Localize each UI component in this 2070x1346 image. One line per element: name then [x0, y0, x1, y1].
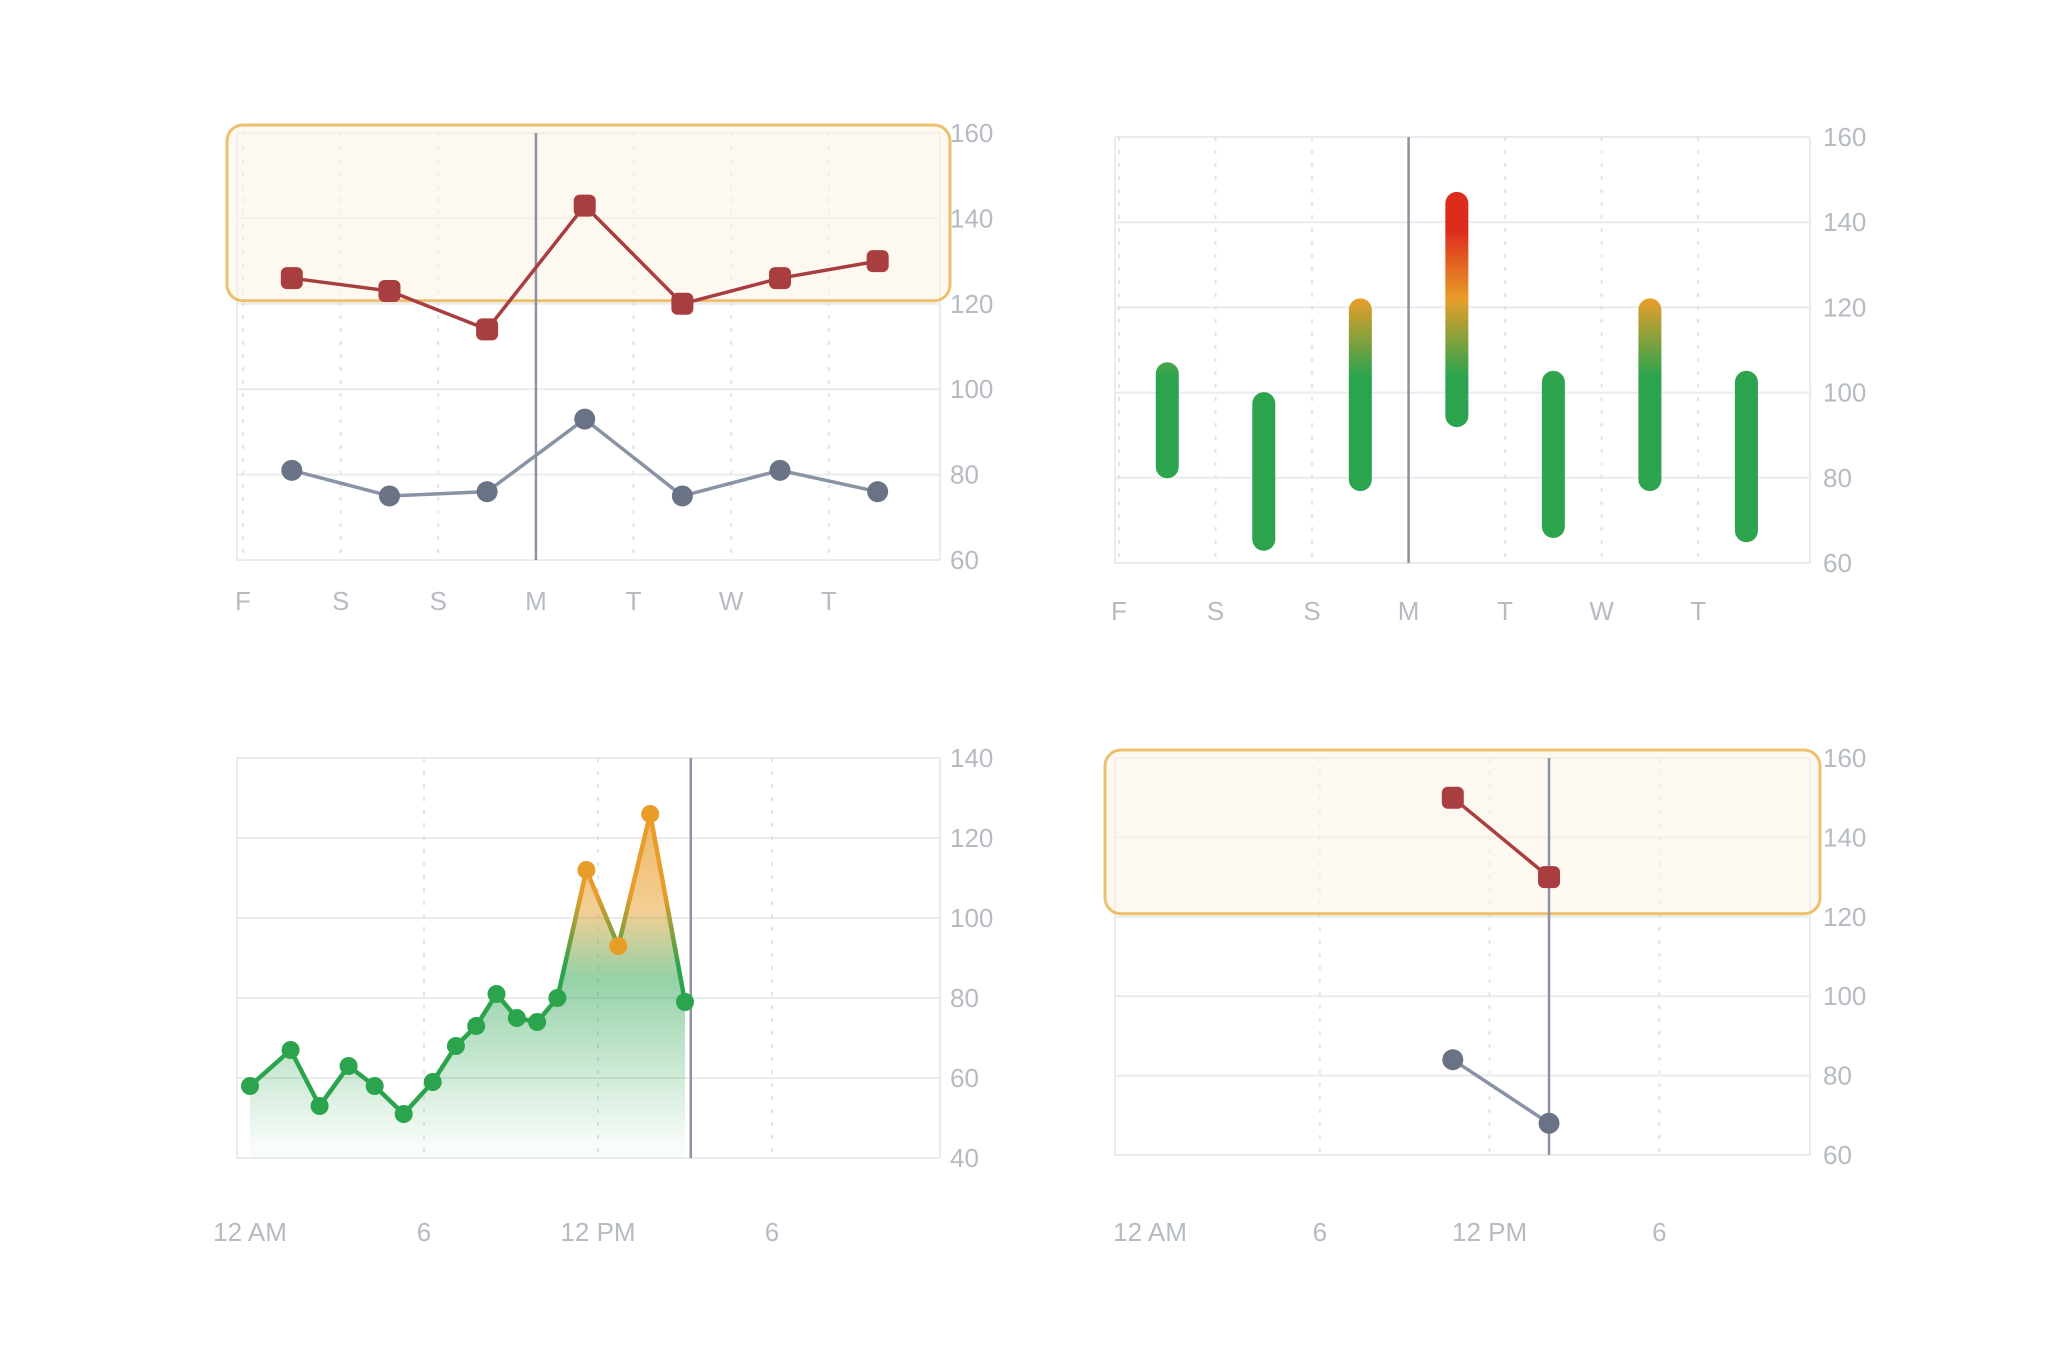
reading-point[interactable]	[487, 985, 506, 1003]
diastolic-point[interactable]	[671, 485, 693, 507]
x-axis-tick-label: W	[1589, 596, 1614, 626]
y-axis-tick-label: 60	[1823, 1140, 1852, 1170]
y-axis-tick-label: 120	[1823, 902, 1866, 932]
reading-point[interactable]	[241, 1077, 259, 1095]
diastolic-point[interactable]	[476, 481, 498, 503]
systolic-point[interactable]	[378, 279, 401, 302]
y-axis-tick-label: 60	[950, 1063, 979, 1093]
diastolic-point[interactable]	[1442, 1049, 1464, 1071]
y-axis-tick-label: 80	[1823, 1061, 1852, 1091]
diastolic-point[interactable]	[574, 408, 596, 430]
reading-point[interactable]	[365, 1077, 384, 1095]
chart-week-range-bars: 160 140 120 100 80 60 F S S M T W T	[1035, 0, 2070, 673]
reading-point[interactable]	[339, 1057, 358, 1075]
systolic-point[interactable]	[280, 267, 303, 290]
y-axis-tick-label: 100	[1823, 378, 1866, 408]
y-axis-tick-label: 100	[950, 903, 993, 933]
diastolic-line	[290, 417, 880, 498]
reading-point[interactable]	[446, 1037, 465, 1055]
y-axis-tick-label: 80	[950, 983, 979, 1013]
diastolic-line	[1451, 1057, 1551, 1125]
y-axis-tick-label: 120	[950, 289, 993, 319]
systolic-point[interactable]	[769, 267, 792, 290]
area-fill	[250, 814, 685, 1158]
y-axis-tick-label: 140	[1823, 207, 1866, 237]
systolic-line	[1451, 795, 1551, 879]
y-axis-tick-label: 120	[1823, 292, 1866, 322]
week-range-bars-plot: 160 140 120 100 80 60 F S S M T W T	[1111, 122, 1866, 626]
x-axis-tick-label: 12 AM	[213, 1217, 287, 1247]
x-axis-tick-label: W	[719, 586, 744, 616]
y-axis-tick-label: 60	[1823, 548, 1852, 578]
x-axis-tick-label: T	[626, 586, 642, 616]
x-axis-tick-label: M	[525, 586, 547, 616]
systolic-point[interactable]	[476, 318, 499, 341]
week-line-plot: 160 140 120 100 80 60 F S S M T W T	[225, 118, 993, 616]
y-axis-tick-label: 60	[950, 545, 979, 575]
reading-point[interactable]	[641, 805, 660, 823]
y-axis-tick-label: 120	[950, 823, 993, 853]
chart-week-line: 160 140 120 100 80 60 F S S M T W T	[0, 0, 1035, 673]
reading-point[interactable]	[394, 1105, 413, 1123]
day-line-plot: 160 140 120 100 80 60 12 AM 6 12 PM 6	[1103, 743, 1866, 1247]
x-axis-tick-label: S	[332, 586, 349, 616]
reading-point[interactable]	[548, 989, 567, 1007]
diastolic-point[interactable]	[281, 459, 303, 481]
y-axis-tick-label: 160	[950, 118, 993, 148]
x-axis-tick-label: F	[235, 586, 251, 616]
reading-point[interactable]	[467, 1017, 486, 1035]
y-axis-tick-label: 160	[1823, 122, 1866, 152]
x-axis-tick-label: T	[821, 586, 837, 616]
y-axis-tick-label: 160	[1823, 743, 1866, 773]
x-axis-tick-label: S	[1207, 596, 1224, 626]
y-axis-tick-label: 40	[950, 1143, 979, 1173]
reading-point[interactable]	[423, 1073, 442, 1091]
diastolic-point[interactable]	[867, 481, 889, 503]
systolic-point[interactable]	[866, 250, 889, 273]
y-axis-tick-label: 80	[1823, 463, 1852, 493]
y-axis-tick-label: 140	[1823, 822, 1866, 852]
y-axis-tick-label: 100	[950, 374, 993, 404]
y-axis-tick-label: 80	[950, 460, 979, 490]
x-axis-tick-label: T	[1690, 596, 1706, 626]
day-area-plot: 140 120 100 80 60 40 12 AM 6 12 PM 6	[213, 743, 993, 1247]
reading-point[interactable]	[609, 937, 628, 955]
x-axis-tick-label: 12 PM	[1452, 1217, 1527, 1247]
reading-point[interactable]	[577, 861, 596, 879]
x-axis-tick-label: S	[430, 586, 447, 616]
x-axis-tick-label: 12 AM	[1113, 1217, 1187, 1247]
y-axis-tick-label: 100	[1823, 981, 1866, 1011]
x-axis-tick-label: T	[1497, 596, 1513, 626]
x-axis-tick-label: 6	[1652, 1217, 1666, 1247]
systolic-point[interactable]	[573, 194, 596, 217]
reading-point[interactable]	[507, 1009, 526, 1027]
systolic-point[interactable]	[1441, 786, 1464, 809]
chart-day-line: 160 140 120 100 80 60 12 AM 6 12 PM 6	[1035, 673, 2070, 1346]
x-axis-tick-label: M	[1398, 596, 1420, 626]
reading-point[interactable]	[528, 1013, 547, 1031]
reading-point[interactable]	[310, 1097, 329, 1115]
diastolic-point[interactable]	[378, 485, 400, 507]
reading-point[interactable]	[676, 993, 694, 1011]
reading-point[interactable]	[281, 1041, 300, 1059]
x-axis-tick-label: F	[1111, 596, 1127, 626]
systolic-point[interactable]	[1538, 866, 1561, 889]
systolic-point[interactable]	[671, 292, 694, 315]
x-axis-tick-label: 6	[417, 1217, 431, 1247]
x-axis-tick-label: S	[1303, 596, 1320, 626]
y-axis-tick-label: 140	[950, 203, 993, 233]
x-axis-tick-label: 6	[1313, 1217, 1327, 1247]
diastolic-point[interactable]	[1538, 1112, 1560, 1134]
diastolic-point[interactable]	[769, 459, 791, 481]
x-axis-tick-label: 12 PM	[560, 1217, 635, 1247]
y-axis-tick-label: 140	[950, 743, 993, 773]
highlight-range-band	[1103, 748, 1822, 916]
chart-day-area: 140 120 100 80 60 40 12 AM 6 12 PM 6	[0, 673, 1035, 1346]
x-axis-tick-label: 6	[765, 1217, 779, 1247]
